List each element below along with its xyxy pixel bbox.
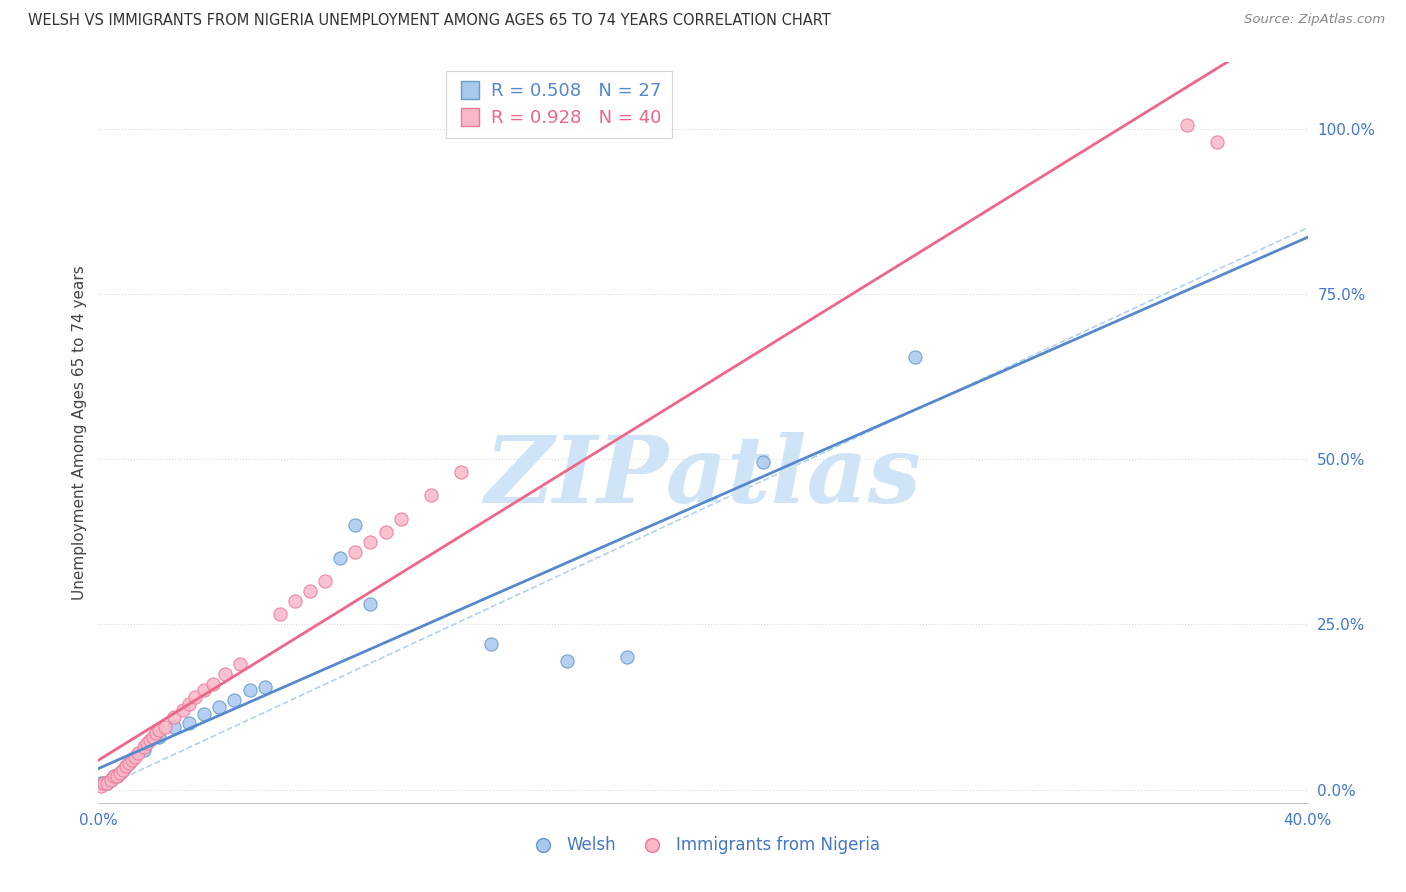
Point [163,720,186,734]
Point [105,769,128,783]
Point [752,455,775,469]
Point [214,666,236,681]
Point [118,756,141,771]
Point [145,726,167,740]
Text: WELSH VS IMMIGRANTS FROM NIGERIA UNEMPLOYMENT AMONG AGES 65 TO 74 YEARS CORRELAT: WELSH VS IMMIGRANTS FROM NIGERIA UNEMPLO… [28,13,831,29]
Point [127,746,149,760]
Point [121,753,143,767]
Point [284,594,307,608]
Point [142,730,165,744]
Point [118,756,141,771]
Point [100,772,122,787]
Point [420,488,443,502]
Point [344,544,367,558]
Point [224,693,246,707]
Point [555,654,578,668]
Point [124,749,146,764]
Point [135,736,157,750]
Point [1206,135,1229,149]
Point [96,776,118,790]
Point [139,733,162,747]
Point [163,710,186,724]
Point [202,677,225,691]
Point [111,763,134,777]
Point [172,703,194,717]
Point [616,650,638,665]
Point [239,683,262,698]
Point [193,683,215,698]
Point [114,759,136,773]
Y-axis label: Unemployment Among Ages 65 to 74 years: Unemployment Among Ages 65 to 74 years [72,265,87,600]
Point [179,697,201,711]
Point [132,743,155,757]
Point [193,706,215,721]
Point [108,766,131,780]
Point [148,723,170,737]
Point [329,551,352,566]
Point [481,637,503,651]
Point [389,511,412,525]
Point [96,776,118,790]
Point [100,772,122,787]
Point [208,700,231,714]
Point [360,534,382,549]
Point [253,680,276,694]
Point [299,584,322,599]
Point [148,730,170,744]
Point [179,716,201,731]
Point [344,518,367,533]
Point [90,779,112,793]
Point [103,769,125,783]
Point [904,350,927,364]
Point [132,739,155,754]
Point [314,574,336,589]
Point [153,720,176,734]
Point [229,657,252,671]
Point [93,776,115,790]
Point [90,776,112,790]
Point [374,524,396,539]
Legend: Welsh, Immigrants from Nigeria: Welsh, Immigrants from Nigeria [520,830,886,861]
Point [184,690,207,704]
Point [111,763,134,777]
Point [360,598,382,612]
Point [450,465,472,479]
Point [114,759,136,773]
Text: Source: ZipAtlas.com: Source: ZipAtlas.com [1244,13,1385,27]
Point [103,769,125,783]
Point [105,769,128,783]
Text: ZIPatlas: ZIPatlas [485,432,921,522]
Point [108,766,131,780]
Point [1175,118,1198,132]
Point [269,607,291,622]
Point [93,776,115,790]
